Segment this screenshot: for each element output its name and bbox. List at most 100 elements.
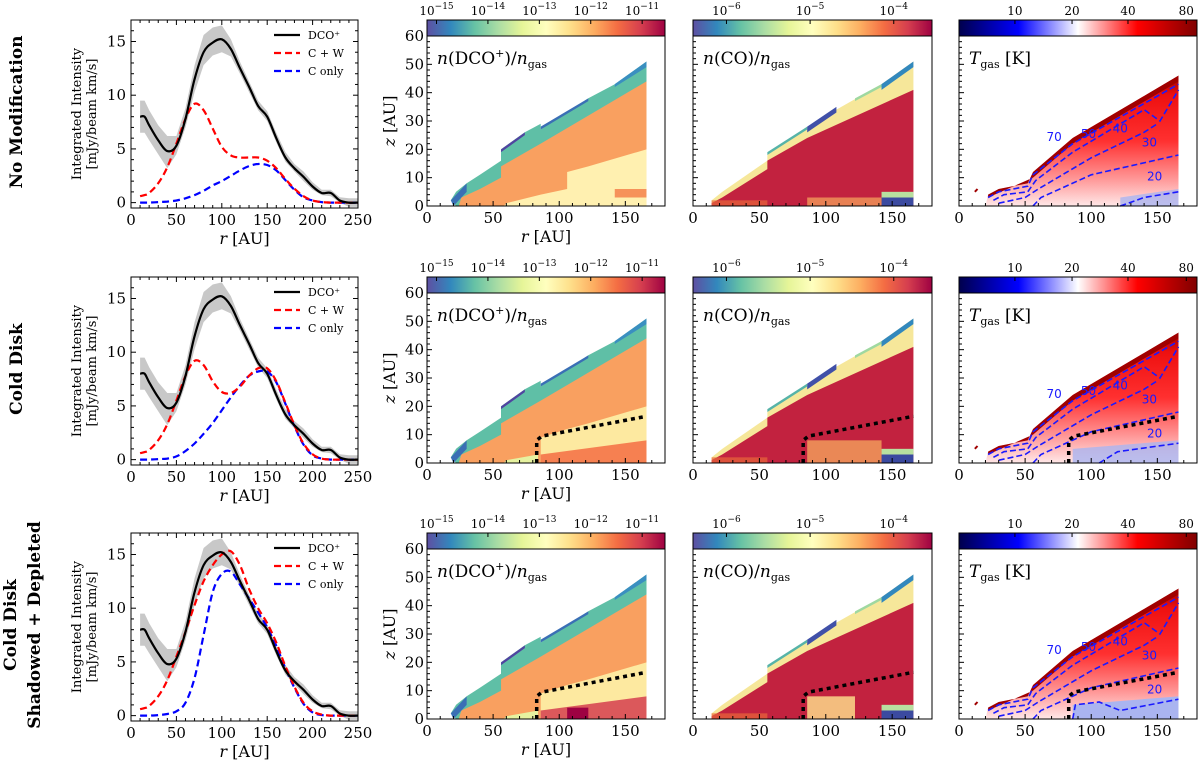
contour-40K bbox=[998, 123, 1158, 204]
contour-50K bbox=[993, 602, 1180, 715]
contour-40K bbox=[998, 380, 1158, 461]
legend: DCO⁺ C + W C only bbox=[274, 542, 345, 591]
x-tick-label: 100 bbox=[811, 466, 840, 484]
contour-label: 70 bbox=[1047, 130, 1062, 144]
panel-title-co: n(CO)/ngas bbox=[703, 306, 790, 328]
disk-surface-edge bbox=[501, 132, 525, 153]
colorbar-co bbox=[692, 19, 933, 37]
colorbar-tick-label: 10−4 bbox=[879, 259, 908, 275]
row-label: Cold Disk Shadowed + Depleted bbox=[1, 521, 45, 729]
x-tick-label: 50 bbox=[167, 468, 186, 486]
x-tick-label: 50 bbox=[484, 209, 503, 227]
midplane-peak bbox=[567, 707, 589, 719]
disk-surface-edge bbox=[881, 61, 914, 90]
legend-label: DCO⁺ bbox=[308, 542, 340, 555]
panel-title-dco: n(DCO+)/ngas bbox=[437, 304, 547, 328]
x-axis-label: r [AU] bbox=[219, 486, 269, 505]
cold-region-boundary bbox=[801, 414, 914, 463]
y-tick-label: 40 bbox=[405, 84, 424, 102]
x-tick-label: 50 bbox=[1016, 209, 1035, 227]
heatmap-co: 10−6 10−5 10−4 0 50 100 150 n(CO)/ngas bbox=[688, 515, 933, 740]
colorbar-tick-label: 10−6 bbox=[712, 259, 741, 275]
x-tick-label: 250 bbox=[344, 468, 373, 486]
contour-label: 40 bbox=[1113, 121, 1128, 135]
y-axis-label: z [AU] bbox=[380, 352, 399, 404]
x-tick-label: 100 bbox=[1077, 722, 1106, 740]
contour-label: 50 bbox=[1081, 384, 1096, 398]
x-tick-label: 150 bbox=[878, 209, 907, 227]
series-c-plus-w bbox=[139, 549, 358, 717]
y-tick-label: 0 bbox=[116, 707, 126, 725]
midplane-depleted bbox=[881, 454, 914, 463]
colorbar-tick-label: 10−5 bbox=[796, 259, 825, 275]
midplane-enhanced bbox=[540, 440, 647, 463]
x-axis-label: r [AU] bbox=[521, 740, 571, 759]
midplane-depleted-edge bbox=[881, 704, 914, 711]
colorbar-tick-label: 10 bbox=[1007, 261, 1022, 275]
legend-label: C + W bbox=[308, 560, 345, 573]
colorbar-tgas bbox=[958, 19, 1198, 37]
legend-label: C + W bbox=[308, 47, 345, 60]
colorbar-tick-label: 10−11 bbox=[625, 259, 659, 275]
contour-30K bbox=[1032, 667, 1179, 720]
disk-hot-surface bbox=[988, 588, 1179, 711]
y-tick-label: 50 bbox=[405, 55, 424, 73]
colorbar-tick-label: 40 bbox=[1120, 4, 1135, 18]
disk-surface-edge bbox=[767, 639, 808, 668]
x-tick-label: 150 bbox=[253, 211, 282, 229]
x-tick-label: 50 bbox=[484, 722, 503, 740]
x-tick-label: 100 bbox=[1077, 466, 1106, 484]
colorbar-tick-label: 10−6 bbox=[712, 515, 741, 531]
y-tick-label: 60 bbox=[405, 284, 424, 302]
series-c-plus-w bbox=[139, 102, 358, 204]
panel-title-tgas: Tgas [K] bbox=[969, 306, 1031, 328]
contour-label: 70 bbox=[1047, 387, 1062, 401]
y-tick-label: 0 bbox=[414, 197, 424, 215]
x-tick-label: 0 bbox=[126, 211, 136, 229]
y-tick-label: 15 bbox=[107, 545, 126, 563]
colorbar-tick-label: 10 bbox=[1007, 517, 1022, 531]
edge-artifact bbox=[974, 701, 979, 706]
colorbar-tick-label: 10−13 bbox=[522, 515, 557, 531]
y-tick-label: 30 bbox=[405, 112, 424, 130]
x-tick-label: 0 bbox=[422, 722, 432, 740]
plot-frame bbox=[130, 276, 359, 466]
midplane-region bbox=[503, 454, 539, 463]
y-tick-label: 30 bbox=[405, 369, 424, 387]
x-axis-label: r [AU] bbox=[521, 484, 571, 503]
edge-artifact bbox=[974, 188, 979, 193]
series-dco-observed bbox=[139, 550, 359, 717]
series-c-only bbox=[140, 369, 358, 461]
uncertainty-band bbox=[140, 282, 358, 464]
y-tick-label: 40 bbox=[405, 341, 424, 359]
x-tick-label: 150 bbox=[878, 722, 907, 740]
contour-label: 20 bbox=[1147, 683, 1162, 697]
plot-frame bbox=[130, 532, 359, 722]
midplane-depleted-edge bbox=[881, 448, 914, 455]
x-tick-label: 100 bbox=[545, 466, 574, 484]
x-tick-label: 0 bbox=[688, 466, 698, 484]
y-axis-label: z [AU] bbox=[380, 608, 399, 660]
x-tick-label: 0 bbox=[422, 209, 432, 227]
contour-label: 30 bbox=[1142, 136, 1157, 150]
y-tick-label: 20 bbox=[405, 397, 424, 415]
disk-surface-edge bbox=[540, 611, 589, 643]
panel-title-dco: n(DCO+)/ngas bbox=[437, 47, 547, 71]
colorbar-tick-label: 10−13 bbox=[522, 259, 557, 275]
disk-inner-edge bbox=[450, 440, 467, 463]
y-tick-label: 50 bbox=[405, 568, 424, 586]
x-tick-label: 0 bbox=[954, 722, 964, 740]
colorbar-dco bbox=[426, 276, 666, 294]
heatmap-dco: 10−15 10−14 10−13 10−12 10−11 0 50 100 150 0 10 20 3… bbox=[380, 515, 666, 759]
colorbar-tick-label: 10−12 bbox=[574, 259, 608, 275]
legend-label: C only bbox=[308, 578, 344, 591]
colorbar-co bbox=[692, 532, 933, 550]
y-axis-label: Integrated Intensity bbox=[70, 304, 85, 437]
x-tick-label: 0 bbox=[954, 209, 964, 227]
x-tick-label: 0 bbox=[422, 466, 432, 484]
colorbar-tick-label: 10−11 bbox=[625, 515, 659, 531]
colorbar-tick-label: 10−5 bbox=[796, 515, 825, 531]
disk-surface-edge bbox=[614, 318, 647, 344]
